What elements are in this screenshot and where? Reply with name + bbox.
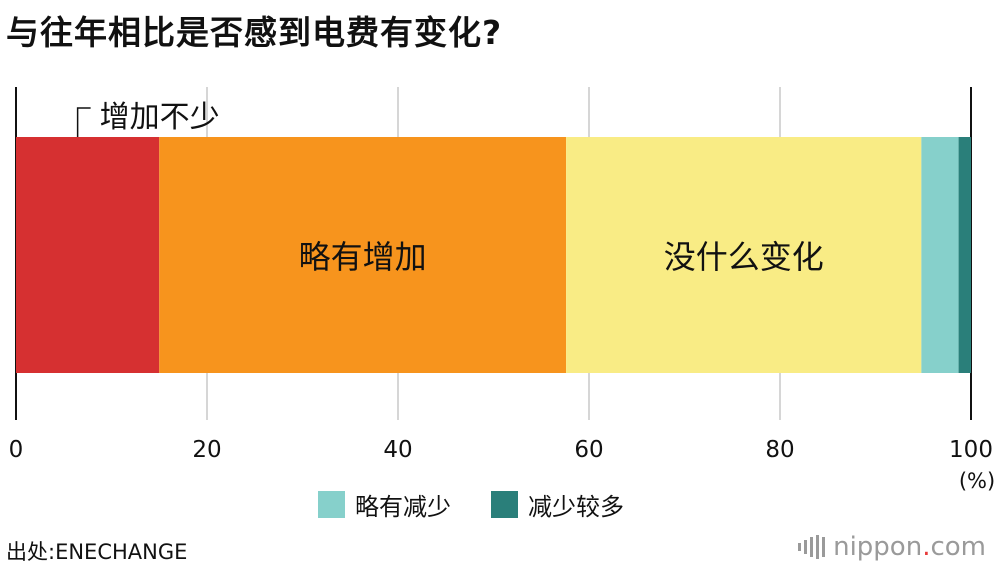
x-tick-label: 100 [949, 437, 993, 463]
segment-label: 略有增加 [299, 238, 427, 276]
brand-bars-icon [798, 535, 826, 559]
legend-label-large-decrease: 减少较多 [528, 493, 624, 521]
x-unit-label: (%) [959, 469, 995, 493]
bar-segment [16, 137, 160, 373]
segment-label: 没什么变化 [664, 238, 824, 276]
callout-line [76, 107, 91, 137]
bar-segment [921, 137, 959, 373]
brand-logo: nippon.com [798, 532, 986, 562]
legend-item-slight-decrease: 略有减少 [318, 487, 451, 522]
legend-swatch-large-decrease [491, 491, 518, 518]
x-tick-label: 80 [765, 437, 794, 463]
legend-label-slight-decrease: 略有减少 [355, 493, 451, 521]
bar-segment [566, 137, 922, 373]
chart-title: 与往年相比是否感到电费有变化? [6, 13, 503, 52]
source-note: 出处:ENECHANGE [6, 540, 188, 564]
callout-label: 增加不少 [100, 100, 220, 135]
x-tick-label: 0 [9, 437, 24, 463]
brand-tld: com [930, 532, 986, 562]
x-tick-label: 20 [192, 437, 221, 463]
brand-name: nippon [833, 532, 923, 562]
brand-dot: . [922, 532, 931, 562]
bar-segment [958, 137, 971, 373]
bar-segment [159, 137, 567, 373]
legend-swatch-slight-decrease [318, 491, 345, 518]
legend: 略有减少 减少较多 [318, 487, 624, 522]
legend-item-large-decrease: 减少较多 [491, 487, 624, 522]
x-tick-label: 60 [574, 437, 603, 463]
x-tick-label: 40 [383, 437, 412, 463]
